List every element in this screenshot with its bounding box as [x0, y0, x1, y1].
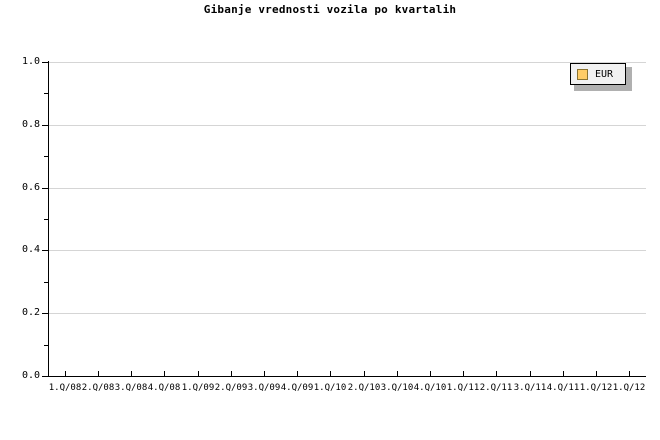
- x-tick: [330, 371, 331, 377]
- plot-area: [48, 62, 646, 377]
- y-tick-major: [42, 187, 48, 189]
- x-axis-tick-label: 4.Q/10: [413, 383, 447, 393]
- y-axis-tick-label: 0.2: [21, 307, 40, 319]
- x-axis-tick-label: 4.Q/11: [546, 383, 580, 393]
- x-axis-tick-label: 1.Q/09: [181, 383, 215, 393]
- x-tick: [364, 371, 365, 377]
- x-tick: [430, 371, 431, 377]
- x-tick: [231, 371, 232, 377]
- x-axis-tick-label: 2.Q/10: [347, 383, 381, 393]
- y-axis-tick-label: 0.6: [21, 181, 40, 193]
- chart-title: Gibanje vrednosti vozila po kvartalih: [203, 3, 457, 16]
- x-axis-tick-label: 3.Q/08: [114, 383, 148, 393]
- x-tick: [530, 371, 531, 377]
- x-tick: [463, 371, 464, 377]
- x-axis-tick-label: 1.Q/11: [446, 383, 480, 393]
- x-tick: [198, 371, 199, 377]
- x-axis-tick-label: 3.Q/11: [513, 383, 547, 393]
- legend-label-eur: EUR: [595, 68, 614, 80]
- y-tick-major: [42, 124, 48, 126]
- y-tick-major: [42, 250, 48, 252]
- x-tick: [397, 371, 398, 377]
- x-tick: [596, 371, 597, 377]
- x-axis-tick-label: 1.Q/12: [612, 383, 646, 393]
- series-layer: [48, 62, 646, 376]
- x-axis-line: [48, 376, 646, 377]
- x-tick: [65, 371, 66, 377]
- y-tick-minor: [44, 219, 48, 220]
- x-tick: [496, 371, 497, 377]
- x-tick: [629, 371, 630, 377]
- x-axis-tick-label: 3.Q/10: [380, 383, 414, 393]
- x-axis-tick-label: 4.Q/08: [147, 383, 181, 393]
- x-tick: [563, 371, 564, 377]
- gridline: [48, 187, 646, 189]
- y-tick-minor: [44, 156, 48, 158]
- x-axis-tick-label: 2.Q/09: [214, 383, 248, 393]
- y-tick-major: [42, 62, 48, 63]
- y-axis-tick-label: 0.8: [21, 118, 40, 130]
- x-axis-tick-label: 2.Q/11: [479, 383, 513, 393]
- y-tick-major: [42, 376, 48, 377]
- gridline: [48, 250, 646, 252]
- y-tick-minor: [44, 93, 48, 95]
- gridline: [48, 313, 646, 315]
- x-tick: [98, 371, 99, 377]
- y-axis-line: [48, 61, 49, 377]
- x-axis-tick-label: 1.Q/10: [313, 383, 347, 393]
- y-axis-tick-label: 0.0: [21, 370, 40, 381]
- y-tick-minor: [44, 344, 48, 346]
- y-axis-tick-label: 0.4: [21, 244, 40, 256]
- x-tick: [297, 371, 298, 377]
- gridline: [48, 62, 646, 63]
- x-axis-tick-label: 2.Q/08: [81, 383, 115, 393]
- x-tick: [131, 371, 132, 377]
- y-axis-labels: 0.0 0.2 0.4 0.6 0.8 1.0: [0, 0, 40, 440]
- y-tick-major: [42, 313, 48, 315]
- gridline: [48, 124, 646, 126]
- x-tick: [264, 371, 265, 377]
- chart-legend[interactable]: EUR: [570, 63, 626, 85]
- y-tick-minor: [44, 281, 48, 283]
- x-axis-tick-label: 3.Q/09: [247, 383, 281, 393]
- x-tick: [164, 371, 165, 377]
- y-axis-tick-label: 1.0: [21, 56, 40, 67]
- legend-swatch-eur: [577, 68, 588, 80]
- x-axis-tick-label: 1.Q/08: [48, 383, 82, 393]
- x-axis-tick-label: 1.Q/12: [579, 383, 613, 393]
- x-axis-tick-label: 4.Q/09: [280, 383, 314, 393]
